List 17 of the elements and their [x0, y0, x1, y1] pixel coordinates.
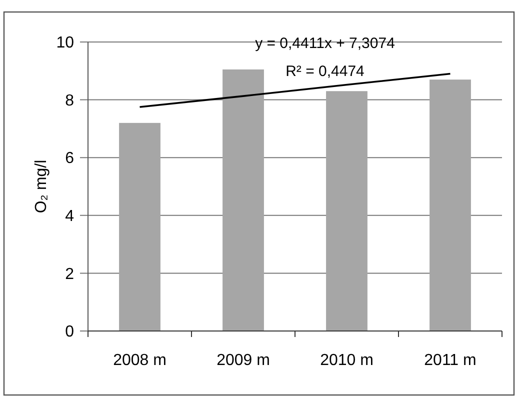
x-tick-label: 2010 m: [320, 352, 374, 369]
x-tick-label: 2008 m: [113, 352, 166, 369]
bar: [326, 91, 368, 331]
y-tick-label: 2: [65, 266, 74, 283]
bar: [222, 69, 264, 331]
y-tick-label: 8: [65, 92, 74, 110]
bar: [430, 80, 471, 331]
y-tick-label: 6: [65, 150, 74, 168]
bar: [119, 122, 160, 331]
y-tick-label: 10: [56, 34, 74, 52]
x-tick-label: 2011 m: [424, 352, 476, 369]
y-tick-label: 4: [65, 208, 74, 225]
y-axis-title: O₂ mg/l: [33, 160, 50, 214]
annotation: y = 0,4411x + 7,3074: [255, 35, 395, 52]
y-tick-label: 0: [65, 324, 74, 341]
x-tick-label: 2009 m: [216, 352, 270, 369]
annotation: R² = 0,4474: [286, 63, 364, 80]
